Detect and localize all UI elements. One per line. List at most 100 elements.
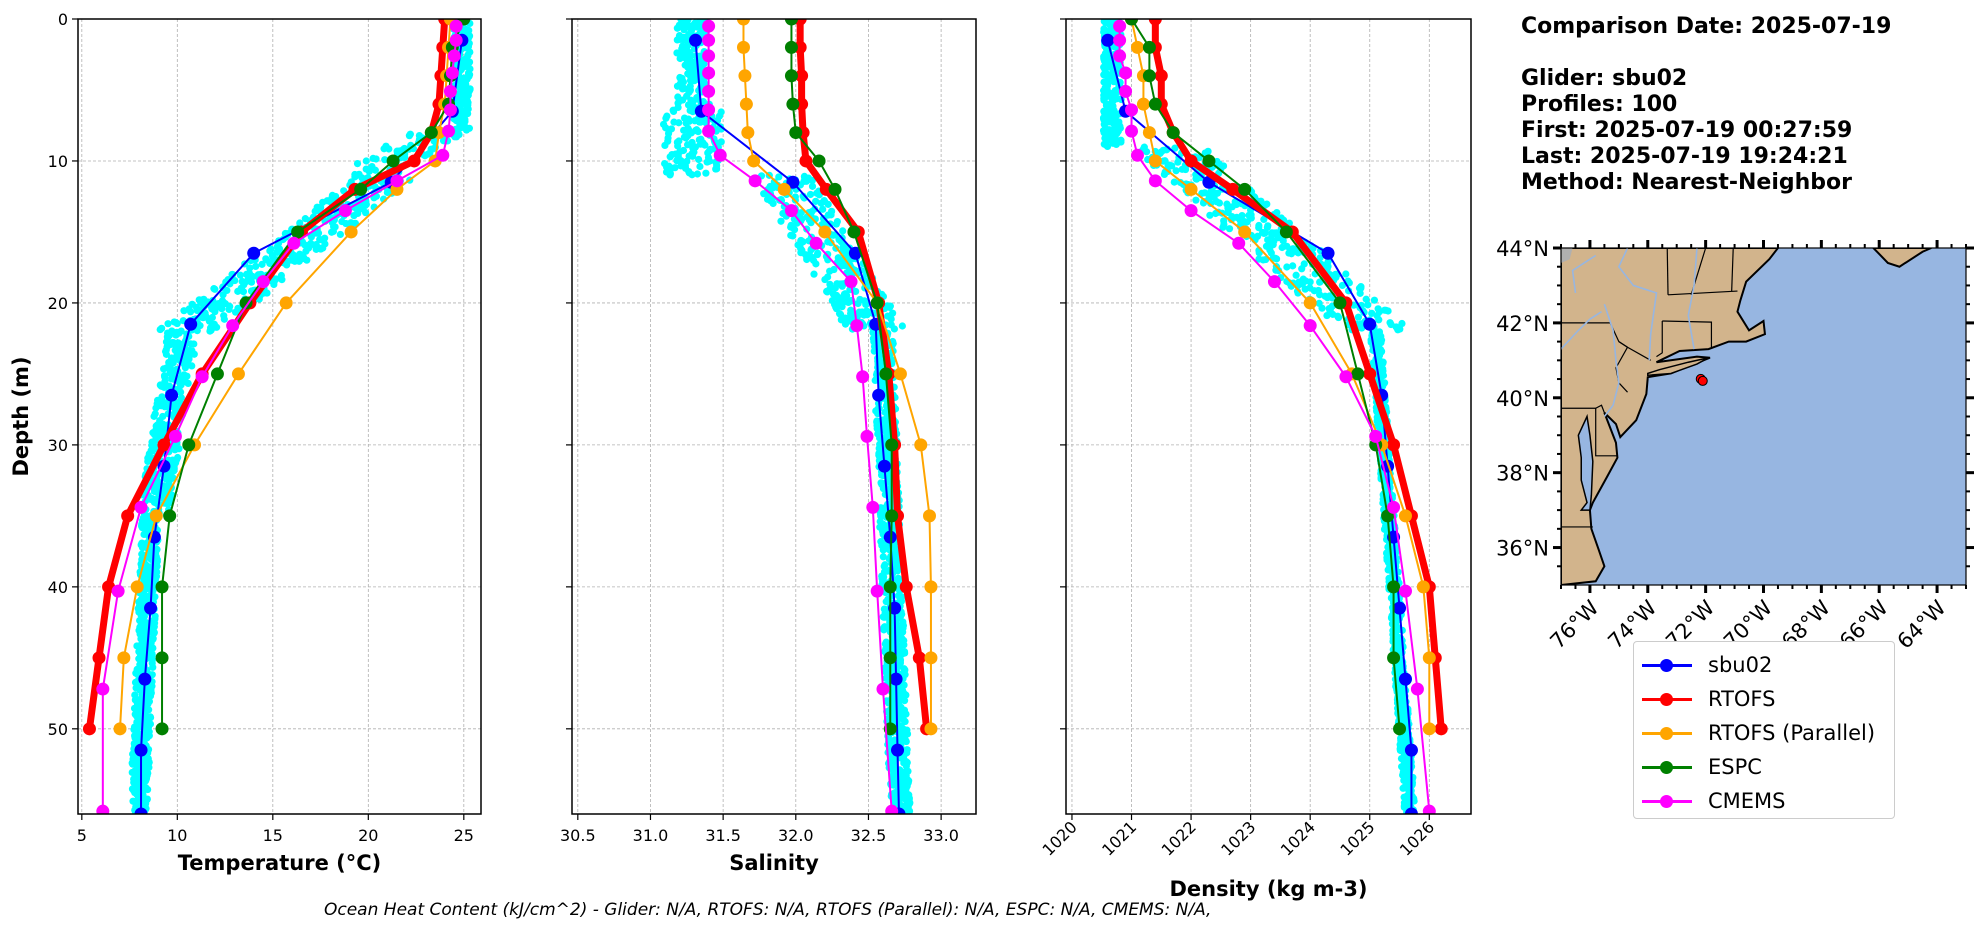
- legend-item-rtofs: RTOFS: [1642, 684, 1775, 714]
- scatter-point: [173, 456, 181, 464]
- scatter-point: [1170, 178, 1178, 186]
- scatter-point: [902, 762, 910, 770]
- scatter-point: [1400, 704, 1408, 713]
- scatter-point: [889, 771, 897, 780]
- scatter-point: [1105, 128, 1113, 136]
- data-point: [872, 388, 886, 402]
- data-point: [184, 317, 198, 331]
- scatter-point: [770, 178, 778, 186]
- scatter-point: [678, 77, 686, 85]
- data-point: [777, 182, 791, 196]
- scatter-point: [353, 160, 362, 168]
- scatter-point: [819, 205, 827, 213]
- scatter-point: [673, 36, 681, 44]
- scatter-point: [138, 649, 146, 657]
- scatter-point: [1376, 333, 1385, 341]
- data-point: [879, 367, 893, 381]
- scatter-point: [427, 145, 435, 153]
- scatter-point: [152, 404, 160, 412]
- scatter-point: [1206, 211, 1214, 219]
- series-line-sbu02: [1106, 40, 1413, 814]
- scatter-point: [1215, 199, 1224, 207]
- scatter-point: [247, 278, 256, 286]
- data-point: [747, 154, 761, 168]
- data-point: [449, 19, 463, 33]
- data-point: [844, 275, 858, 289]
- x-axis-label: Salinity: [729, 851, 819, 875]
- data-point: [1351, 367, 1365, 381]
- scatter-point: [177, 381, 185, 389]
- scatter-point: [175, 445, 183, 453]
- x-tick-label: 1026: [1396, 817, 1438, 859]
- scatter-point: [880, 525, 888, 534]
- scatter-point: [1289, 262, 1297, 270]
- scatter-point: [694, 128, 702, 136]
- data-point: [1398, 584, 1412, 598]
- scatter-point: [1362, 295, 1370, 303]
- scatter-point: [790, 226, 799, 234]
- x-tick-label: 1024: [1277, 817, 1319, 859]
- legend-item-rtofs-parallel: RTOFS (Parallel): [1642, 718, 1875, 748]
- scatter-point: [693, 170, 702, 178]
- data-point: [1387, 438, 1401, 452]
- data-point: [1232, 236, 1246, 250]
- scatter-point: [148, 682, 156, 690]
- scatter-point: [183, 372, 191, 380]
- river: [1603, 303, 1620, 417]
- scatter-point: [661, 141, 669, 150]
- lat-tick-label: 42°N: [1496, 312, 1549, 336]
- scatter-point: [832, 291, 841, 299]
- data-point: [1184, 204, 1198, 218]
- scatter-point: [185, 305, 193, 313]
- data-point: [1422, 804, 1436, 814]
- scatter-point: [336, 230, 344, 239]
- scatter-point: [766, 182, 774, 191]
- scatter-point: [1357, 284, 1365, 292]
- scatter-point: [206, 327, 214, 335]
- scatter-point: [777, 217, 785, 225]
- scatter-point: [900, 737, 908, 745]
- scatter-point: [680, 114, 689, 122]
- scatter-point: [220, 312, 228, 320]
- scatter-point: [1103, 84, 1111, 93]
- data-point: [1267, 275, 1281, 289]
- scatter-point: [855, 310, 863, 319]
- scatter-point: [1396, 744, 1405, 752]
- scatter-point: [1100, 28, 1108, 36]
- scatter-point: [1283, 263, 1291, 271]
- data-point: [390, 174, 404, 188]
- x-tick-label: 1020: [1039, 817, 1081, 859]
- scatter-point: [1220, 220, 1228, 229]
- x-tick-label: 10: [167, 826, 187, 845]
- data-point: [144, 601, 158, 615]
- data-point: [850, 319, 864, 333]
- scatter-point: [902, 793, 910, 801]
- scatter-point: [856, 295, 864, 304]
- scatter-point: [1172, 167, 1180, 175]
- scatter-point: [329, 223, 338, 231]
- data-point: [812, 154, 826, 168]
- scatter-point: [901, 649, 909, 657]
- data-point: [885, 438, 899, 452]
- data-point: [885, 509, 899, 523]
- scatter-point: [669, 106, 677, 114]
- scatter-point: [152, 569, 160, 577]
- legend-label: CMEMS: [1708, 789, 1786, 813]
- scatter-point: [190, 340, 198, 348]
- data-point: [1226, 182, 1240, 196]
- scatter-point: [1264, 222, 1272, 230]
- data-point: [1422, 651, 1436, 665]
- scatter-point: [898, 620, 907, 628]
- scatter-point: [1370, 296, 1379, 304]
- scatter-point: [900, 641, 908, 649]
- scatter-point: [168, 370, 176, 378]
- scatter-point: [234, 304, 242, 312]
- x-tick-label: 15: [263, 826, 283, 845]
- lat-tick-label: 36°N: [1496, 537, 1549, 561]
- scatter-point: [1269, 241, 1277, 249]
- state-border: [1561, 407, 1618, 457]
- data-point: [92, 651, 106, 665]
- scatter-point: [698, 117, 706, 125]
- scatter-point: [1404, 777, 1413, 785]
- land: [1561, 248, 1780, 585]
